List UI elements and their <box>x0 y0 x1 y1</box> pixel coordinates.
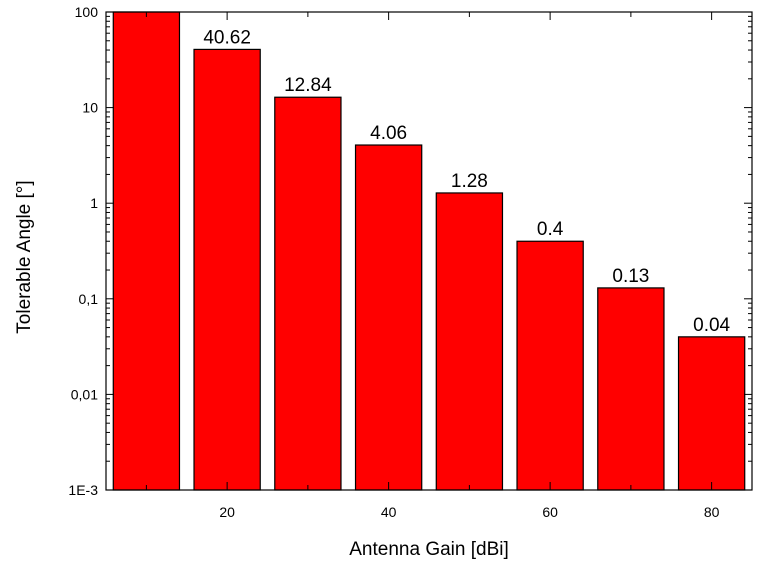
bar-10 <box>112 11 181 491</box>
bar-70 <box>597 287 665 491</box>
x-tick-label: 60 <box>542 504 558 520</box>
bar-80 <box>677 336 746 491</box>
x-tick-label: 40 <box>381 504 397 520</box>
y-tick-label: 10 <box>82 100 98 116</box>
data-label-30: 12.84 <box>284 75 332 96</box>
data-label-40: 4.06 <box>370 123 407 144</box>
bar-20 <box>193 48 261 491</box>
x-axis-title: Antenna Gain [dBi] <box>349 539 509 560</box>
y-tick-label: 100 <box>75 4 99 20</box>
x-tick-label: 20 <box>219 504 235 520</box>
axis-ticks-group <box>106 11 752 491</box>
y-tick-label: 1E-3 <box>68 482 98 498</box>
bar-30 <box>274 96 342 491</box>
data-labels-group: 40.62 12.84 4.06 1.28 0.4 0.13 0.04 <box>203 27 730 335</box>
plot-frame <box>105 11 753 491</box>
tick-labels-group: 100 10 1 0,1 0,01 1E-3 20 40 60 80 <box>68 4 719 520</box>
data-label-60: 0.4 <box>537 219 564 240</box>
x-tick-label: 80 <box>704 504 720 520</box>
bar-40 <box>354 144 423 491</box>
y-tick-label: 1 <box>90 195 98 211</box>
data-label-80: 0.04 <box>693 315 730 336</box>
y-tick-label: 0,1 <box>79 291 99 307</box>
bar-50 <box>435 192 504 491</box>
y-axis-title: Tolerable Angle [°] <box>14 180 35 333</box>
bar-60 <box>516 240 584 491</box>
data-label-70: 0.13 <box>612 266 649 287</box>
data-label-20: 40.62 <box>203 27 251 48</box>
data-label-50: 1.28 <box>451 171 488 192</box>
y-tick-label: 0,01 <box>71 386 98 402</box>
bars-group <box>112 11 746 491</box>
